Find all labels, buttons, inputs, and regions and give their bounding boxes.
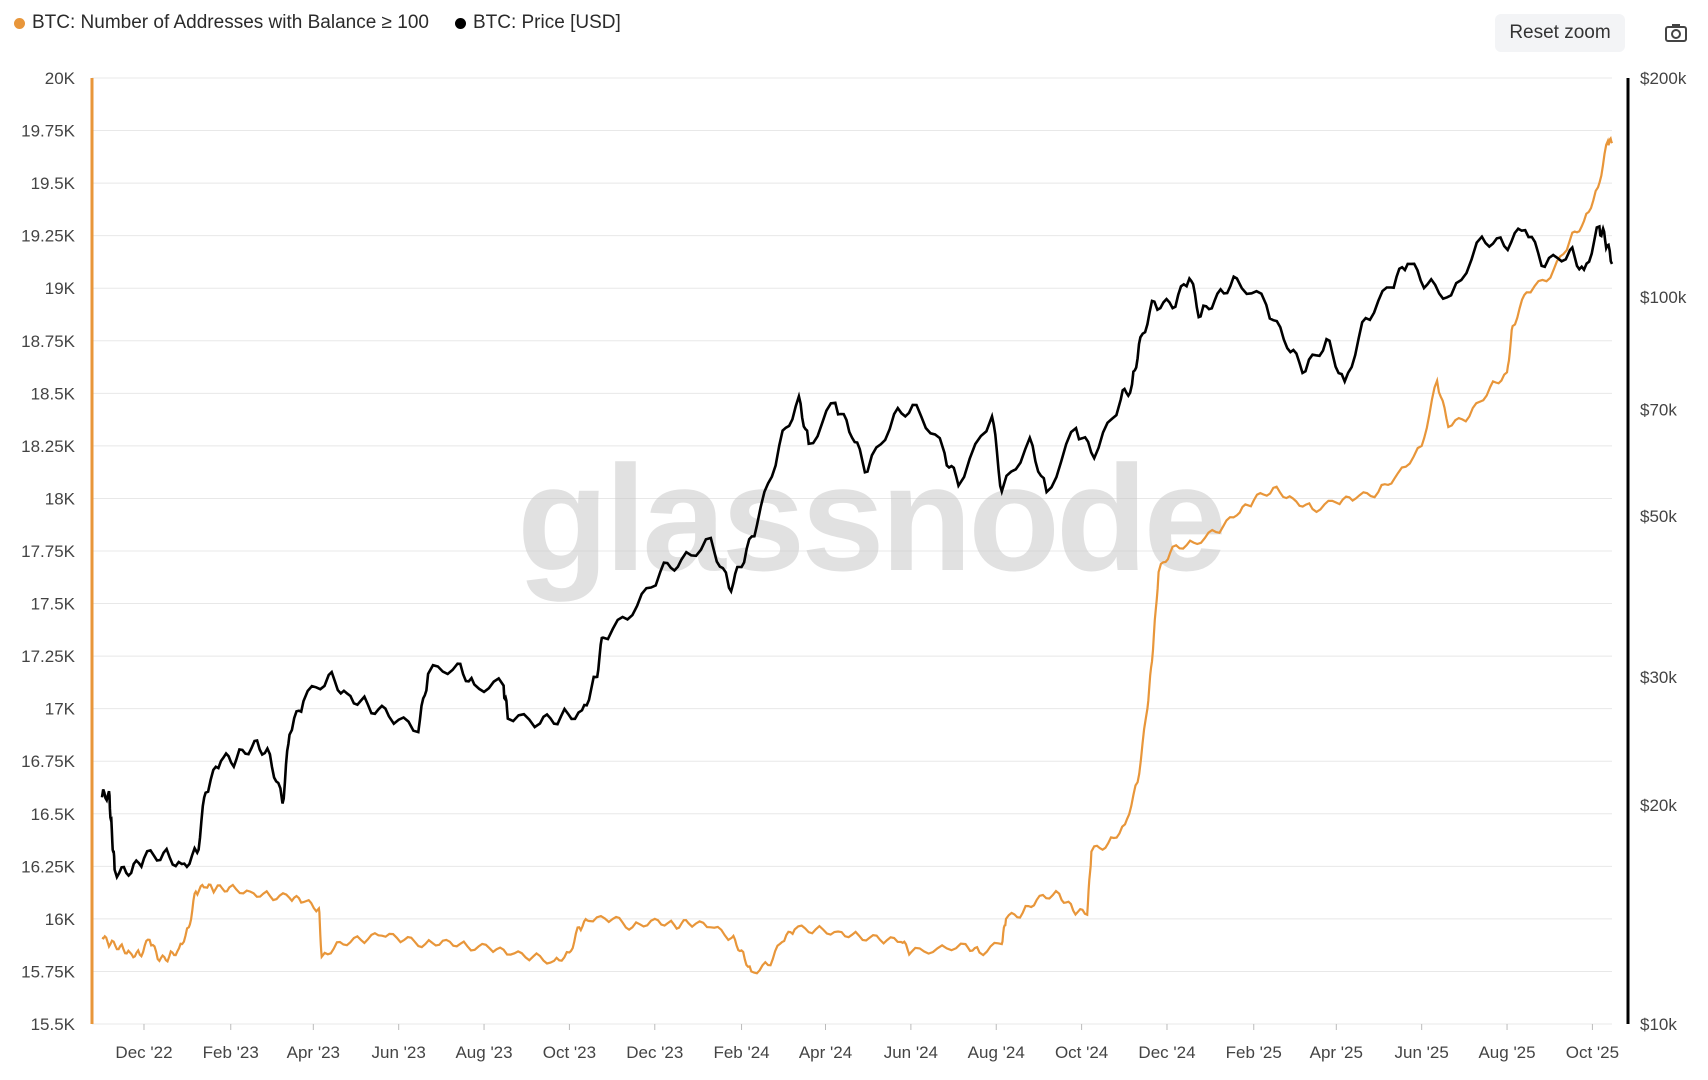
y-left-tick-label: 18.75K	[21, 332, 76, 351]
camera-button[interactable]	[1660, 18, 1692, 48]
camera-icon	[1665, 24, 1687, 42]
watermark: glassnode	[517, 434, 1223, 602]
y-axis-right-ticks: $10k $20k $30k $50k $70k $100k $200k	[1640, 69, 1687, 1034]
y-right-tick-label: $200k	[1640, 69, 1687, 88]
x-tick-label: Apr '25	[1310, 1043, 1363, 1062]
x-tick-label: Oct '23	[543, 1043, 596, 1062]
legend-item-addresses[interactable]: BTC: Number of Addresses with Balance ≥ …	[14, 12, 429, 34]
x-tick-label: Dec '23	[626, 1043, 683, 1062]
y-left-tick-label: 16.75K	[21, 752, 76, 771]
x-tick-label: Aug '25	[1478, 1043, 1535, 1062]
legend-dot-price	[454, 17, 466, 29]
y-left-tick-label: 15.75K	[21, 962, 76, 981]
y-left-tick-label: 18.5K	[31, 384, 76, 403]
reset-zoom-button[interactable]: Reset zoom	[1495, 14, 1625, 52]
y-left-tick-label: 20K	[45, 69, 76, 88]
x-tick-label: Aug '24	[968, 1043, 1025, 1062]
x-tick-label: Jun '23	[372, 1043, 426, 1062]
x-tick-label: Feb '23	[203, 1043, 259, 1062]
y-left-tick-label: 18K	[45, 489, 76, 508]
y-left-tick-label: 19.5K	[31, 174, 76, 193]
y-axis-left-ticks: 15.5K 15.75K 16K 16.25K 16.5K 16.75K 17K 17.25K…	[21, 69, 76, 1034]
y-left-tick-label: 17.5K	[31, 595, 76, 614]
y-left-tick-label: 18.25K	[21, 437, 76, 456]
x-axis-ticks: Dec '22 Feb '23 Apr '23 Jun '23 Aug '23 Oct '…	[115, 1024, 1619, 1062]
x-tick-label: Feb '25	[1226, 1043, 1282, 1062]
y-right-tick-label: $30k	[1640, 668, 1677, 687]
x-tick-label: Oct '24	[1055, 1043, 1108, 1062]
chart-legend: BTC: Number of Addresses with Balance ≥ …	[14, 12, 621, 34]
x-tick-label: Dec '24	[1138, 1043, 1195, 1062]
legend-label-price: BTC: Price [USD]	[472, 12, 621, 33]
y-left-tick-label: 16K	[45, 910, 76, 929]
y-right-tick-label: $50k	[1640, 507, 1677, 526]
y-left-tick-label: 16.25K	[21, 857, 76, 876]
grid-lines	[92, 77, 1612, 1025]
x-tick-label: Apr '24	[799, 1043, 852, 1062]
y-left-tick-label: 15.5K	[31, 1015, 76, 1034]
legend-dot-addresses	[14, 17, 25, 29]
y-right-tick-label: $70k	[1640, 401, 1677, 420]
y-right-tick-label: $100k	[1640, 288, 1687, 307]
x-tick-label: Dec '22	[115, 1043, 172, 1062]
x-tick-label: Oct '25	[1566, 1043, 1619, 1062]
y-left-tick-label: 19.25K	[21, 227, 76, 246]
x-tick-label: Jun '25	[1395, 1043, 1449, 1062]
y-right-tick-label: $10k	[1640, 1015, 1677, 1034]
x-tick-label: Aug '23	[455, 1043, 512, 1062]
y-left-tick-label: 19K	[45, 279, 76, 298]
y-left-tick-label: 17.75K	[21, 542, 76, 561]
series-line-price	[100, 224, 1614, 881]
legend-item-price[interactable]: BTC: Price [USD]	[454, 12, 621, 34]
x-tick-label: Jun '24	[884, 1043, 938, 1062]
x-tick-label: Feb '24	[713, 1043, 769, 1062]
legend-label-addresses: BTC: Number of Addresses with Balance ≥ …	[32, 12, 429, 33]
y-right-tick-label: $20k	[1640, 796, 1677, 815]
series-line-addresses	[101, 136, 1614, 975]
y-left-tick-label: 17K	[45, 700, 76, 719]
x-tick-label: Apr '23	[287, 1043, 340, 1062]
y-left-tick-label: 17.25K	[21, 647, 76, 666]
y-left-tick-label: 16.5K	[31, 805, 76, 824]
y-left-tick-label: 19.75K	[21, 122, 76, 141]
